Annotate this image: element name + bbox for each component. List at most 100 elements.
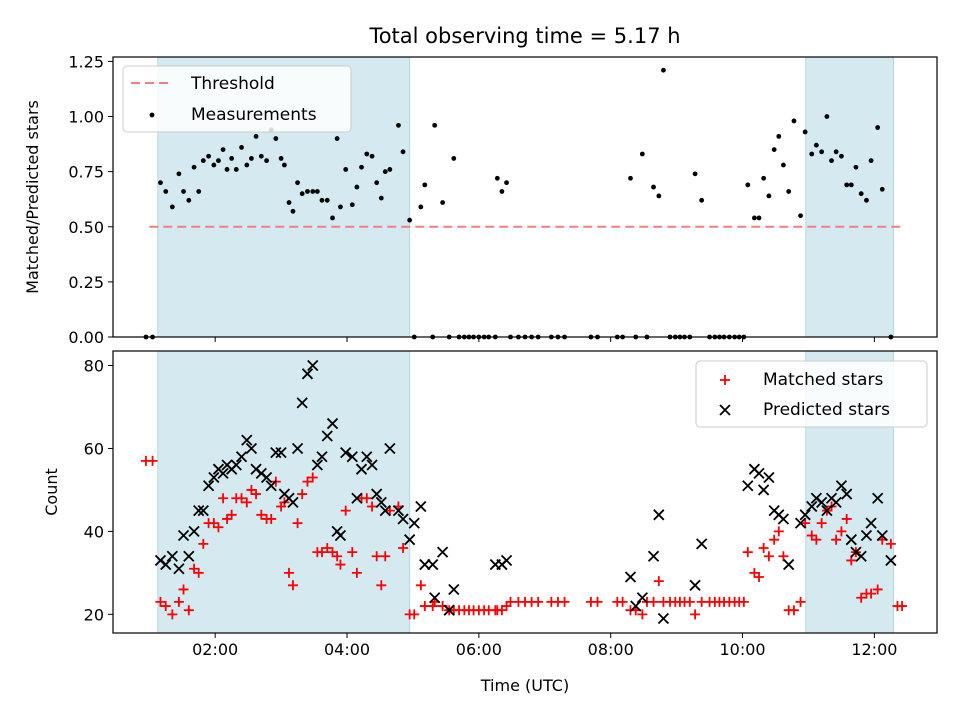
data-point [657, 612, 670, 625]
data-point [384, 442, 396, 455]
data-point [630, 600, 642, 612]
data-point [307, 359, 319, 372]
data-point [617, 596, 628, 607]
data-point [806, 500, 818, 513]
data-point [653, 576, 664, 587]
y-tick-label: 40 [84, 522, 104, 541]
data-point [866, 588, 877, 599]
data-point [415, 500, 427, 513]
data-point [173, 596, 184, 607]
data-point [761, 175, 767, 181]
data-point [183, 605, 194, 616]
data-point [183, 550, 195, 562]
data-point [332, 551, 343, 562]
data-point [349, 202, 355, 208]
axes-frame [112, 56, 938, 338]
data-point [648, 596, 659, 607]
data-point [757, 484, 770, 496]
data-point [794, 517, 807, 529]
data-point [287, 496, 299, 509]
data-point [233, 167, 239, 172]
data-point [738, 596, 749, 607]
data-point [216, 158, 221, 164]
legend: Threshold Measurements [122, 65, 352, 133]
x-axis-label: Time (UTC) [480, 676, 569, 695]
data-point [781, 162, 786, 168]
data-point [853, 164, 859, 170]
y-tick-label: 0.00 [68, 328, 104, 347]
data-point [855, 550, 867, 562]
data-point [251, 489, 262, 500]
legend-threshold-label: Threshold [190, 74, 275, 94]
data-point [628, 175, 633, 181]
data-point [278, 156, 284, 161]
data-point [872, 584, 883, 595]
data-point [366, 459, 378, 471]
data-point [244, 162, 250, 168]
data-point [813, 142, 819, 148]
data-point [369, 153, 375, 159]
data-point [330, 215, 335, 221]
data-point [824, 114, 830, 119]
legend-box [695, 360, 928, 428]
data-point [301, 368, 314, 380]
data-point [791, 118, 797, 124]
data-point [745, 182, 751, 188]
data-point [200, 158, 206, 164]
data-point [334, 529, 347, 542]
data-point [371, 551, 382, 562]
data-point [186, 197, 192, 203]
data-point [295, 180, 300, 186]
data-point [763, 471, 775, 484]
data-point [310, 189, 316, 194]
data-point [266, 513, 277, 524]
data-point [158, 180, 163, 186]
data-point [865, 517, 877, 529]
data-point [809, 151, 815, 157]
data-point [258, 153, 264, 159]
data-point [307, 472, 318, 483]
data-point [296, 397, 308, 409]
data-point [387, 167, 393, 172]
data-point [771, 147, 777, 152]
data-point [758, 542, 769, 553]
data-point [314, 189, 320, 194]
legend-matched-label: Matched stars [763, 370, 883, 390]
data-point [236, 493, 247, 504]
legend-predicted-swatch [719, 404, 731, 416]
data-point [340, 446, 352, 459]
data-point [799, 509, 811, 521]
data-point [795, 596, 806, 607]
data-point [378, 195, 384, 201]
data-point [592, 596, 603, 607]
data-point [273, 136, 279, 141]
data-point [224, 167, 230, 172]
data-point [253, 133, 259, 139]
data-point [169, 204, 175, 210]
data-point [436, 546, 449, 558]
data-point [291, 442, 304, 455]
data-point [559, 596, 570, 607]
data-point [699, 197, 705, 203]
data-point [408, 517, 420, 529]
data-point [351, 492, 363, 504]
data-point [198, 538, 209, 549]
data-point [188, 525, 200, 538]
data-point [220, 147, 226, 152]
data-point [400, 149, 406, 155]
x-tick-label: 12:00 [851, 640, 897, 659]
data-point [230, 459, 242, 471]
data-point [397, 513, 409, 525]
data-point [500, 554, 513, 567]
data-point [213, 522, 224, 533]
data-point [624, 571, 637, 583]
data-point [316, 451, 328, 463]
y-tick-label: 0.25 [68, 273, 104, 292]
data-point [264, 158, 269, 164]
data-point [788, 605, 799, 616]
x-tick-label: 02:00 [192, 640, 238, 659]
data-point [334, 136, 340, 141]
legend-matched-swatch [720, 375, 730, 385]
data-point [829, 158, 834, 164]
data-point [166, 550, 178, 562]
